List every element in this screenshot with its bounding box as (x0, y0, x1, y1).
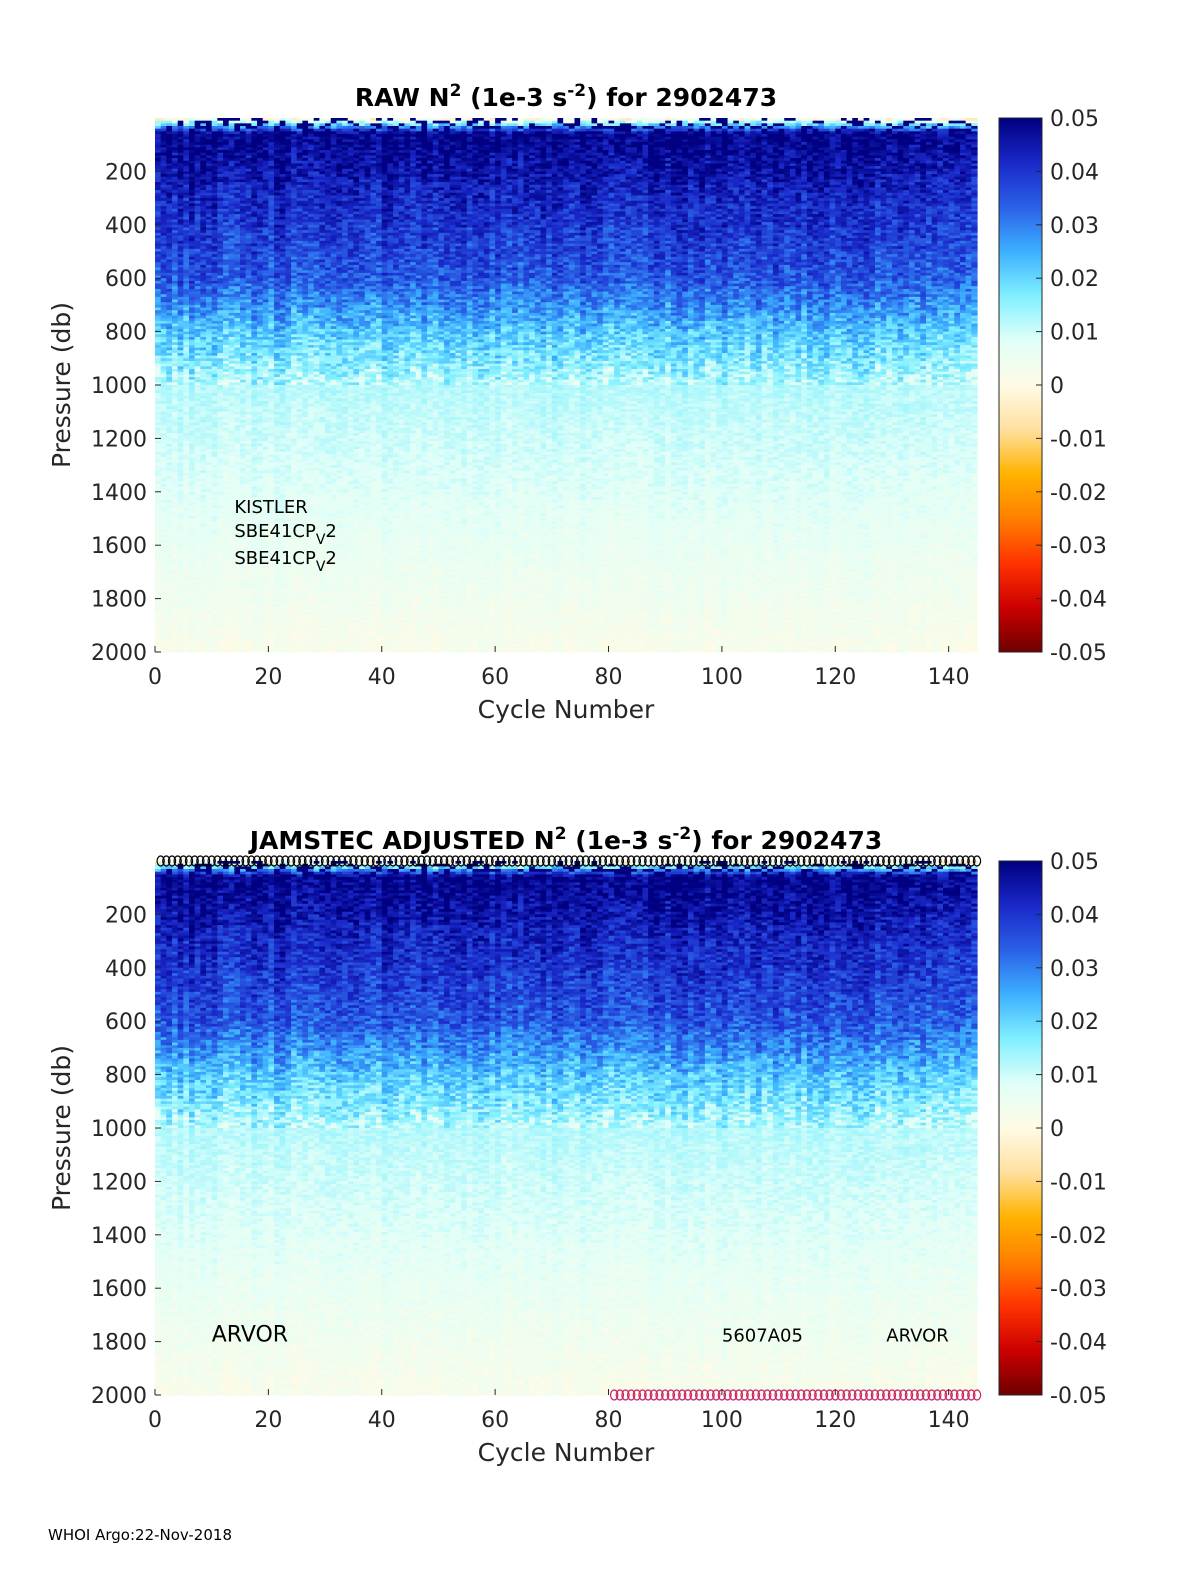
heatmap-cell (206, 649, 212, 652)
heatmap-cell (161, 649, 167, 652)
heatmap-cell (183, 649, 189, 652)
heatmap-cell (200, 649, 206, 652)
heatmap-cell (178, 649, 184, 652)
heatmap-cell (189, 649, 195, 652)
heatmap-cells (155, 118, 978, 653)
heatmap-cell (195, 649, 201, 652)
chart-title: RAW N2 (1e-3 s-2) for 2902473 (355, 81, 777, 112)
raw-n2-chart: RAW N2 (1e-3 s-2) for 2902473 0 20 40 60 80 1… (47, 81, 1107, 724)
heatmap-cell (166, 649, 172, 652)
heatmap-cell (172, 649, 178, 652)
